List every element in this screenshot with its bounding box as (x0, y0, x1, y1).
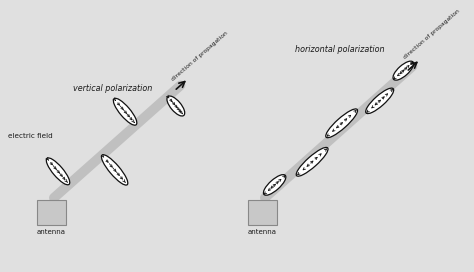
Ellipse shape (326, 109, 357, 138)
FancyBboxPatch shape (37, 199, 66, 225)
Text: direction of propagation: direction of propagation (402, 9, 460, 60)
FancyBboxPatch shape (248, 199, 277, 225)
Ellipse shape (46, 158, 70, 185)
Text: electric field: electric field (9, 133, 53, 139)
Ellipse shape (296, 147, 328, 176)
Ellipse shape (365, 88, 394, 114)
Ellipse shape (167, 96, 185, 116)
Ellipse shape (264, 175, 286, 195)
Text: antenna: antenna (248, 229, 277, 235)
Text: horizontal polarization: horizontal polarization (295, 45, 385, 54)
Ellipse shape (393, 61, 414, 80)
Ellipse shape (101, 155, 128, 185)
Text: antenna: antenna (37, 229, 66, 235)
Text: vertical polarization: vertical polarization (73, 84, 152, 92)
Text: direction of propagation: direction of propagation (171, 30, 229, 82)
Ellipse shape (113, 98, 137, 125)
